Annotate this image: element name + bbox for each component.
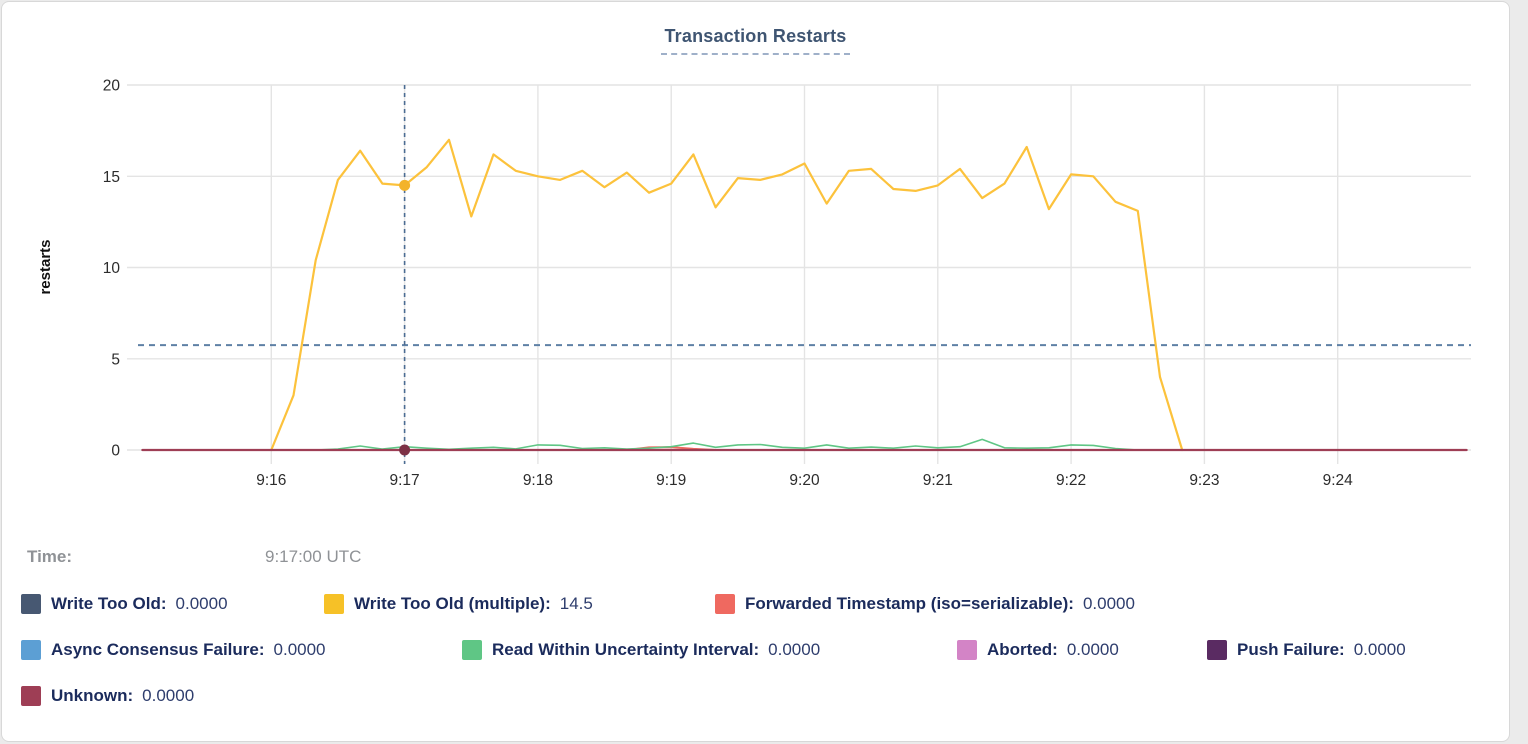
crosshair-time-row: Time: 9:17:00 UTC xyxy=(2,547,1509,569)
legend-item-forwarded-timestamp[interactable]: Forwarded Timestamp (iso=serializable): 0… xyxy=(715,594,1135,614)
y-tick-label: 10 xyxy=(103,260,121,277)
legend-value: 0.0000 xyxy=(1082,594,1135,613)
legend-item-unknown[interactable]: Unknown: 0.0000 xyxy=(21,686,194,706)
y-tick-label: 15 xyxy=(103,169,120,186)
x-tick-label: 9:22 xyxy=(1056,472,1086,489)
legend-item-aborted[interactable]: Aborted: 0.0000 xyxy=(957,640,1119,660)
legend-value: 14.5 xyxy=(559,594,593,613)
series-line-write-too-old-multiple xyxy=(270,138,1184,452)
crosshair-dot-unknown xyxy=(399,444,411,456)
y-tick-label: 20 xyxy=(103,78,121,95)
transaction-restarts-chart[interactable]: 0 5 10 15 20 9:16 9:17 9:18 9:19 9:20 9:21 9:22 9:23… xyxy=(2,2,1509,522)
x-tick-label: 9:18 xyxy=(523,472,553,489)
legend-swatch-write-too-old xyxy=(21,594,41,614)
time-label: Time: xyxy=(27,547,73,566)
x-tick-label: 9:19 xyxy=(656,472,686,489)
legend-value: 0.0000 xyxy=(1353,640,1406,659)
y-tick-label: 5 xyxy=(111,351,120,368)
x-tick-label: 9:24 xyxy=(1323,472,1354,489)
legend-row-2: Async Consensus Failure: 0.0000 Read Withi… xyxy=(2,640,1509,666)
crosshair-dot-write-too-old-multiple xyxy=(399,179,411,191)
legend-label: Read Within Uncertainty Interval: xyxy=(492,640,760,659)
legend-row-1: Write Too Old: 0.0000 Write Too Old (multi… xyxy=(2,594,1509,620)
legend-item-push-failure[interactable]: Push Failure: 0.0000 xyxy=(1207,640,1406,660)
legend-swatch-aborted xyxy=(957,640,977,660)
legend-label: Write Too Old (multiple): xyxy=(354,594,551,613)
x-tick-label: 9:16 xyxy=(256,472,286,489)
legend-item-read-within-uncertainty-interval[interactable]: Read Within Uncertainty Interval: 0.0000 xyxy=(462,640,820,660)
legend-label: Unknown: xyxy=(51,686,134,705)
legend-label: Async Consensus Failure: xyxy=(51,640,265,659)
legend-value: 0.0000 xyxy=(142,686,195,705)
legend-label: Push Failure: xyxy=(1237,640,1345,659)
time-value: 9:17:00 UTC xyxy=(265,547,362,566)
series-line-read-within-uncertainty-interval xyxy=(314,438,1139,451)
legend-value: 0.0000 xyxy=(175,594,228,613)
legend-row-3: Unknown: 0.0000 xyxy=(2,686,1509,712)
legend-swatch-read-within-uncertainty-interval xyxy=(462,640,482,660)
legend-swatch-write-too-old-multiple xyxy=(324,594,344,614)
legend-item-async-consensus-failure[interactable]: Async Consensus Failure: 0.0000 xyxy=(21,640,326,660)
legend-label: Write Too Old: xyxy=(51,594,167,613)
legend-value: 0.0000 xyxy=(273,640,326,659)
legend-swatch-push-failure xyxy=(1207,640,1227,660)
chart-title-wrap: Transaction Restarts xyxy=(2,26,1509,55)
legend-value: 0.0000 xyxy=(1066,640,1119,659)
y-tick-label: 0 xyxy=(111,443,120,460)
x-tick-label: 9:17 xyxy=(390,472,420,489)
legend-value: 0.0000 xyxy=(768,640,821,659)
x-tick-label: 9:20 xyxy=(789,472,820,489)
legend-label: Aborted: xyxy=(987,640,1058,659)
x-tick-label: 9:23 xyxy=(1189,472,1219,489)
legend-swatch-async-consensus-failure xyxy=(21,640,41,660)
legend-item-write-too-old[interactable]: Write Too Old: 0.0000 xyxy=(21,594,228,614)
legend-swatch-unknown xyxy=(21,686,41,706)
legend-swatch-forwarded-timestamp xyxy=(715,594,735,614)
legend-label: Forwarded Timestamp (iso=serializable): xyxy=(745,594,1074,613)
legend-item-write-too-old-multiple[interactable]: Write Too Old (multiple): 14.5 xyxy=(324,594,593,614)
y-axis-label: restarts xyxy=(37,239,54,294)
x-tick-label: 9:21 xyxy=(923,472,953,489)
chart-title[interactable]: Transaction Restarts xyxy=(661,26,850,55)
